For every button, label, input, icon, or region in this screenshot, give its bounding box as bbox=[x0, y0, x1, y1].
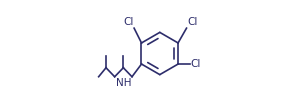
Text: Cl: Cl bbox=[123, 17, 134, 27]
Text: Cl: Cl bbox=[190, 59, 201, 69]
Text: NH: NH bbox=[116, 78, 131, 88]
Text: Cl: Cl bbox=[187, 17, 197, 27]
